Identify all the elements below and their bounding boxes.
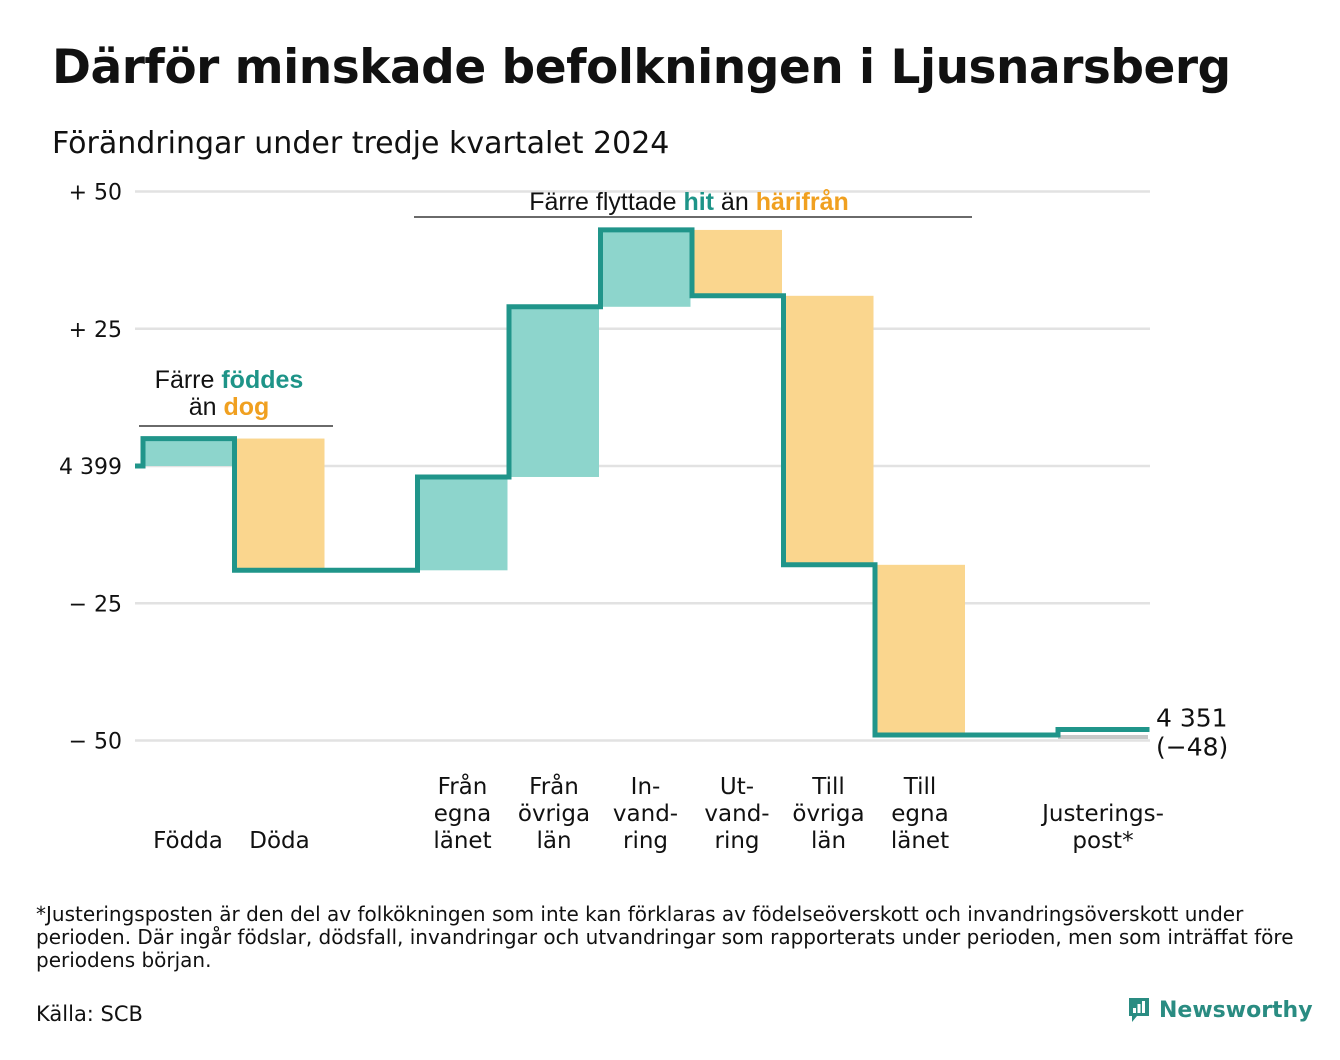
category-label: länet bbox=[433, 828, 491, 854]
category-label: Till bbox=[903, 774, 937, 800]
annotation-births-deaths: Färre föddes bbox=[155, 366, 304, 394]
waterfall-bar bbox=[783, 295, 874, 565]
category-label: övriga bbox=[792, 801, 864, 827]
chart-bubble-icon bbox=[1129, 998, 1149, 1022]
waterfall-bar bbox=[509, 306, 599, 477]
y-tick-label: − 25 bbox=[69, 592, 122, 617]
category-label: Ut- bbox=[720, 774, 754, 800]
category-label: Födda bbox=[153, 828, 223, 854]
category-label: län bbox=[536, 828, 571, 854]
category-label: övriga bbox=[518, 801, 590, 827]
waterfall-bar bbox=[234, 438, 325, 571]
annotation-migration: Färre flyttade hit än härifrån bbox=[529, 188, 849, 216]
y-tick-label: + 50 bbox=[69, 181, 122, 206]
category-label: Döda bbox=[249, 828, 309, 854]
waterfall-bar bbox=[692, 229, 782, 296]
category-label: län bbox=[811, 828, 846, 854]
category-label: vand- bbox=[704, 801, 769, 827]
y-tick-label: − 50 bbox=[69, 730, 122, 755]
category-label: Från bbox=[529, 772, 579, 800]
brand-logo: Newsworthy bbox=[1127, 996, 1313, 1024]
category-label: Till bbox=[811, 774, 845, 800]
waterfall-bar bbox=[417, 476, 508, 571]
chart-title: Därför minskade befolkningen i Ljusnarsb… bbox=[52, 40, 1231, 95]
end-change-label: (−48) bbox=[1156, 733, 1228, 762]
waterfall-bar bbox=[600, 229, 691, 307]
y-tick-label: 4 399 bbox=[59, 455, 122, 480]
source-label: Källa: SCB bbox=[36, 1002, 143, 1026]
chart-subtitle: Förändringar under tredje kvartalet 2024 bbox=[52, 126, 670, 161]
category-label: post* bbox=[1072, 828, 1133, 854]
category-label: In- bbox=[631, 774, 661, 800]
annotation-births-deaths: än dog bbox=[189, 393, 270, 421]
category-label: Från bbox=[438, 772, 488, 800]
category-label: Justerings- bbox=[1040, 801, 1164, 827]
category-label: egna bbox=[434, 801, 491, 827]
category-label: egna bbox=[891, 801, 948, 827]
end-value-label: 4 351 bbox=[1156, 704, 1228, 733]
category-label: ring bbox=[714, 828, 759, 854]
y-tick-label: + 25 bbox=[69, 318, 122, 343]
waterfall-bar bbox=[1058, 735, 1148, 740]
waterfall-bar bbox=[143, 438, 233, 466]
category-label: länet bbox=[891, 828, 949, 854]
brand-name: Newsworthy bbox=[1159, 997, 1313, 1023]
footnote: *Justeringsposten är den del av folkökni… bbox=[36, 902, 1294, 972]
waterfall-bar bbox=[875, 564, 965, 736]
category-label: vand- bbox=[613, 801, 678, 827]
cumulative-step-line bbox=[135, 227, 1150, 738]
category-label: ring bbox=[623, 828, 668, 854]
